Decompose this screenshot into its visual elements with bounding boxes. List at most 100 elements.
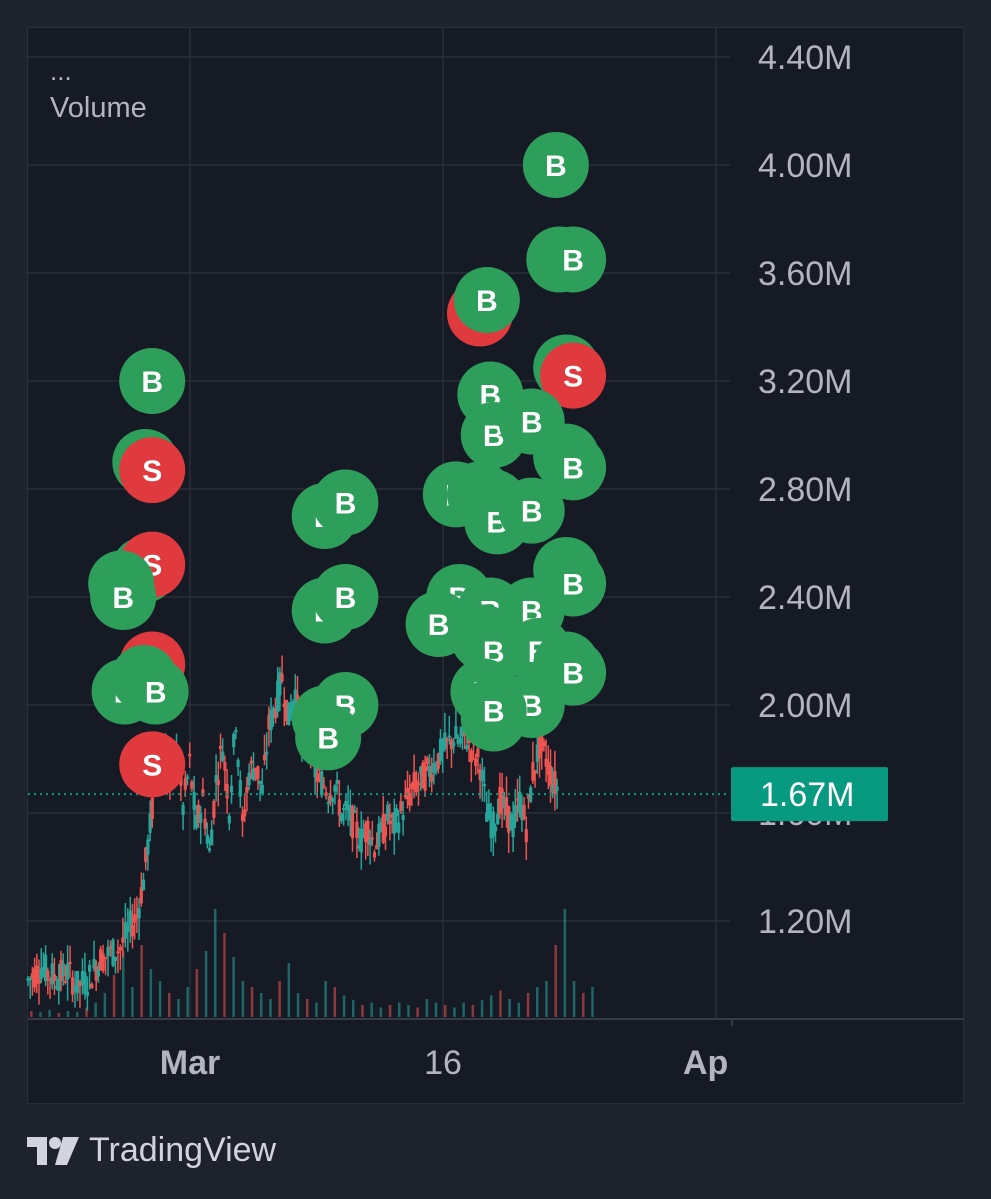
buy-marker[interactable]: B	[522, 132, 589, 198]
candle-body	[63, 980, 67, 983]
candle-body	[509, 813, 513, 831]
buy-marker[interactable]: B	[540, 226, 607, 293]
candle-body	[366, 821, 370, 843]
candle-body	[542, 741, 546, 747]
candle-body	[243, 809, 247, 817]
buy-marker[interactable]: B	[122, 658, 189, 725]
candle-body	[388, 820, 392, 824]
candle-body	[498, 786, 502, 815]
buy-marker[interactable]: B	[312, 469, 379, 536]
candle-body	[364, 823, 368, 843]
marker-label: B	[521, 407, 543, 440]
candle-body	[359, 828, 363, 853]
marker-label: B	[521, 496, 543, 529]
y-tick-label: 2.80M	[758, 471, 853, 509]
candle-body	[289, 707, 293, 719]
candle-body	[221, 751, 225, 762]
volume-bar	[195, 969, 199, 1017]
candle-body	[346, 804, 350, 811]
candle-body	[493, 826, 498, 832]
candle-body	[199, 813, 203, 824]
volume-bar	[582, 993, 585, 1017]
buy-marker[interactable]: B	[498, 477, 565, 544]
y-tick-label: 2.40M	[758, 579, 853, 617]
legend-menu[interactable]: ...	[50, 56, 72, 86]
candle-body	[245, 786, 249, 793]
candle-body	[324, 792, 328, 796]
candle-body	[179, 775, 183, 786]
marker-circle	[119, 348, 186, 414]
candle-body	[520, 805, 524, 820]
candle-body	[449, 739, 454, 750]
sell-marker[interactable]: S	[119, 437, 186, 504]
marker-label: B	[476, 285, 498, 318]
buy-marker[interactable]: B	[119, 348, 186, 414]
candle-body	[381, 813, 385, 843]
candle-body	[427, 765, 432, 777]
legend-volume-label[interactable]: Volume	[50, 92, 147, 124]
buy-marker[interactable]: B	[453, 267, 520, 333]
candle-body	[445, 738, 449, 741]
volume-bar	[94, 1002, 97, 1017]
candle-body	[232, 733, 236, 748]
volume-bar	[545, 981, 548, 1017]
candle-body	[339, 813, 344, 822]
marker-label: B	[335, 488, 357, 521]
marker-label: B	[562, 245, 584, 278]
candle-body	[139, 887, 143, 904]
marker-label: B	[483, 695, 505, 728]
candle-body	[537, 730, 542, 759]
candle-body	[489, 819, 493, 839]
volume-bar	[554, 945, 557, 1017]
candle-body	[83, 972, 87, 994]
buy-marker[interactable]: B	[295, 704, 362, 771]
buy-marker[interactable]: B	[90, 564, 157, 630]
candle-body	[59, 960, 63, 981]
marker-label: B	[317, 722, 339, 755]
buy-marker[interactable]: B	[540, 434, 607, 501]
volume-bar	[398, 1002, 401, 1017]
candle-body	[485, 812, 489, 822]
candle-body	[92, 958, 96, 969]
y-tick-label: 4.40M	[758, 39, 853, 77]
x-tick-label: Mar	[160, 1044, 220, 1082]
sell-marker[interactable]: S	[119, 731, 186, 798]
candle-body	[548, 765, 553, 787]
candle-body	[216, 779, 220, 786]
candle-body	[273, 708, 278, 719]
candle-body	[116, 951, 120, 954]
candle-body	[328, 794, 333, 803]
volume-bar	[563, 909, 567, 1017]
buy-marker[interactable]: B	[312, 564, 379, 630]
candle-body	[75, 971, 80, 994]
marker-circle	[453, 267, 520, 333]
volume-bar	[140, 945, 143, 1017]
candle-body	[190, 781, 194, 789]
marker-label: B	[562, 452, 584, 485]
candle-body	[322, 785, 326, 788]
candle-body	[227, 815, 231, 824]
candle-body	[372, 852, 377, 858]
candle-body	[276, 680, 280, 713]
marker-circle	[498, 477, 565, 544]
marker-label: S	[563, 361, 583, 394]
volume-bar	[490, 995, 493, 1017]
candle-body	[399, 801, 403, 811]
marker-circle	[90, 564, 157, 630]
sell-marker[interactable]: S	[540, 342, 607, 409]
candle-body	[368, 838, 372, 846]
candle-body	[30, 973, 34, 979]
candle-body	[394, 808, 399, 817]
candle-body	[546, 762, 550, 775]
buy-marker[interactable]: B	[460, 677, 527, 744]
volume-bar	[39, 1012, 42, 1017]
candle-body	[26, 978, 30, 981]
volume-bar	[508, 999, 511, 1017]
candle-body	[434, 769, 438, 772]
candle-body	[101, 953, 105, 971]
tradingview-brand[interactable]: TradingView	[27, 1128, 276, 1172]
volume-bar	[315, 1002, 318, 1017]
candle-body	[41, 967, 45, 972]
volume-bar	[57, 1013, 61, 1017]
